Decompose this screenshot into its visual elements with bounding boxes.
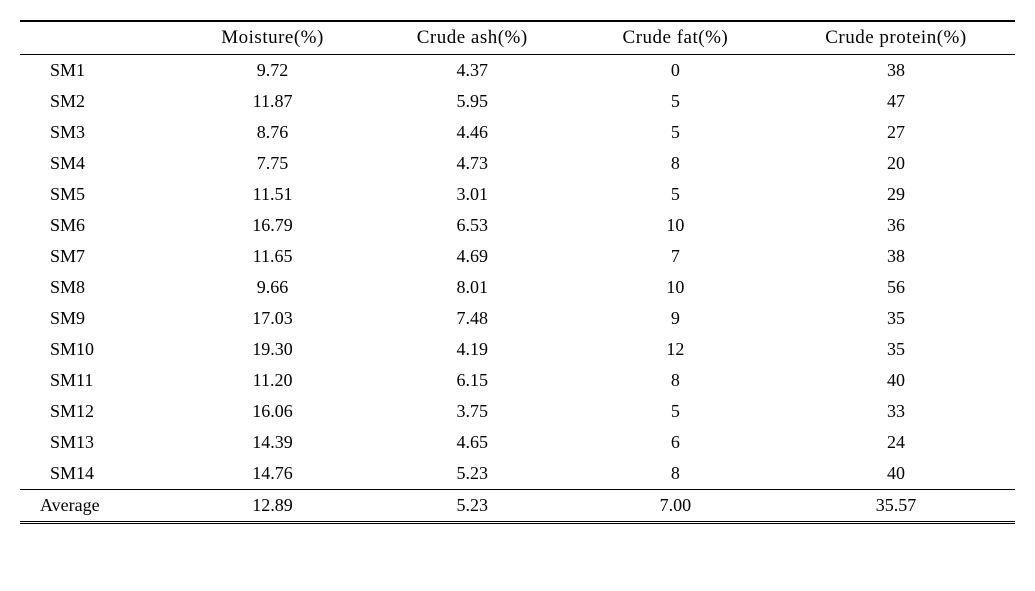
cell-moisture: 14.39 bbox=[175, 427, 371, 458]
cell-ash: 6.53 bbox=[371, 210, 574, 241]
cell-protein: 40 bbox=[777, 365, 1015, 396]
cell-ash: 4.19 bbox=[371, 334, 574, 365]
table-row: SM3 8.76 4.46 5 27 bbox=[20, 117, 1015, 148]
table-row: SM2 11.87 5.95 5 47 bbox=[20, 86, 1015, 117]
cell-moisture: 11.65 bbox=[175, 241, 371, 272]
cell-protein: 38 bbox=[777, 241, 1015, 272]
row-label: SM2 bbox=[20, 86, 175, 117]
cell-protein: 56 bbox=[777, 272, 1015, 303]
cell-fat: 5 bbox=[574, 86, 777, 117]
row-label: SM7 bbox=[20, 241, 175, 272]
cell-fat: 5 bbox=[574, 396, 777, 427]
cell-ash: 4.73 bbox=[371, 148, 574, 179]
cell-fat: 8 bbox=[574, 458, 777, 490]
cell-fat: 0 bbox=[574, 55, 777, 87]
cell-fat: 6 bbox=[574, 427, 777, 458]
avg-moisture: 12.89 bbox=[175, 490, 371, 523]
cell-moisture: 11.87 bbox=[175, 86, 371, 117]
cell-ash: 4.37 bbox=[371, 55, 574, 87]
table-row: SM12 16.06 3.75 5 33 bbox=[20, 396, 1015, 427]
table-row: SM1 9.72 4.37 0 38 bbox=[20, 55, 1015, 87]
cell-ash: 4.65 bbox=[371, 427, 574, 458]
table-row: SM5 11.51 3.01 5 29 bbox=[20, 179, 1015, 210]
cell-protein: 27 bbox=[777, 117, 1015, 148]
col-header-moisture: Moisture(%) bbox=[175, 21, 371, 55]
cell-protein: 35 bbox=[777, 303, 1015, 334]
cell-moisture: 19.30 bbox=[175, 334, 371, 365]
cell-fat: 10 bbox=[574, 272, 777, 303]
row-label: SM3 bbox=[20, 117, 175, 148]
table-header-row: Moisture(%) Crude ash(%) Crude fat(%) Cr… bbox=[20, 21, 1015, 55]
cell-protein: 20 bbox=[777, 148, 1015, 179]
table-row: SM14 14.76 5.23 8 40 bbox=[20, 458, 1015, 490]
cell-moisture: 16.79 bbox=[175, 210, 371, 241]
row-label: SM4 bbox=[20, 148, 175, 179]
table-row: SM10 19.30 4.19 12 35 bbox=[20, 334, 1015, 365]
row-label: SM12 bbox=[20, 396, 175, 427]
cell-ash: 5.95 bbox=[371, 86, 574, 117]
row-label: SM9 bbox=[20, 303, 175, 334]
cell-fat: 12 bbox=[574, 334, 777, 365]
cell-protein: 36 bbox=[777, 210, 1015, 241]
row-label: SM10 bbox=[20, 334, 175, 365]
row-label: SM14 bbox=[20, 458, 175, 490]
cell-fat: 8 bbox=[574, 365, 777, 396]
col-header-protein: Crude protein(%) bbox=[777, 21, 1015, 55]
avg-ash: 5.23 bbox=[371, 490, 574, 523]
cell-ash: 6.15 bbox=[371, 365, 574, 396]
table-row: SM13 14.39 4.65 6 24 bbox=[20, 427, 1015, 458]
cell-moisture: 7.75 bbox=[175, 148, 371, 179]
cell-fat: 7 bbox=[574, 241, 777, 272]
cell-fat: 5 bbox=[574, 117, 777, 148]
cell-protein: 29 bbox=[777, 179, 1015, 210]
col-header-ash: Crude ash(%) bbox=[371, 21, 574, 55]
col-header-fat: Crude fat(%) bbox=[574, 21, 777, 55]
cell-ash: 3.75 bbox=[371, 396, 574, 427]
cell-ash: 4.69 bbox=[371, 241, 574, 272]
table-body: SM1 9.72 4.37 0 38 SM2 11.87 5.95 5 47 S… bbox=[20, 55, 1015, 523]
cell-protein: 33 bbox=[777, 396, 1015, 427]
cell-protein: 35 bbox=[777, 334, 1015, 365]
cell-moisture: 14.76 bbox=[175, 458, 371, 490]
row-label: SM8 bbox=[20, 272, 175, 303]
cell-fat: 9 bbox=[574, 303, 777, 334]
cell-moisture: 17.03 bbox=[175, 303, 371, 334]
cell-moisture: 9.66 bbox=[175, 272, 371, 303]
cell-moisture: 8.76 bbox=[175, 117, 371, 148]
table-row: SM7 11.65 4.69 7 38 bbox=[20, 241, 1015, 272]
cell-ash: 8.01 bbox=[371, 272, 574, 303]
cell-ash: 3.01 bbox=[371, 179, 574, 210]
cell-moisture: 16.06 bbox=[175, 396, 371, 427]
cell-ash: 4.46 bbox=[371, 117, 574, 148]
average-label: Average bbox=[20, 490, 175, 523]
row-label: SM6 bbox=[20, 210, 175, 241]
table-average-row: Average 12.89 5.23 7.00 35.57 bbox=[20, 490, 1015, 523]
cell-ash: 7.48 bbox=[371, 303, 574, 334]
cell-fat: 5 bbox=[574, 179, 777, 210]
cell-fat: 10 bbox=[574, 210, 777, 241]
row-label: SM5 bbox=[20, 179, 175, 210]
row-label: SM13 bbox=[20, 427, 175, 458]
cell-fat: 8 bbox=[574, 148, 777, 179]
row-label: SM1 bbox=[20, 55, 175, 87]
cell-protein: 40 bbox=[777, 458, 1015, 490]
table-row: SM8 9.66 8.01 10 56 bbox=[20, 272, 1015, 303]
table-row: SM11 11.20 6.15 8 40 bbox=[20, 365, 1015, 396]
table-row: SM9 17.03 7.48 9 35 bbox=[20, 303, 1015, 334]
col-header-blank bbox=[20, 21, 175, 55]
avg-fat: 7.00 bbox=[574, 490, 777, 523]
table-row: SM4 7.75 4.73 8 20 bbox=[20, 148, 1015, 179]
cell-moisture: 11.51 bbox=[175, 179, 371, 210]
table-row: SM6 16.79 6.53 10 36 bbox=[20, 210, 1015, 241]
avg-protein: 35.57 bbox=[777, 490, 1015, 523]
composition-table-container: Moisture(%) Crude ash(%) Crude fat(%) Cr… bbox=[20, 20, 1015, 524]
cell-moisture: 11.20 bbox=[175, 365, 371, 396]
row-label: SM11 bbox=[20, 365, 175, 396]
composition-table: Moisture(%) Crude ash(%) Crude fat(%) Cr… bbox=[20, 20, 1015, 524]
cell-ash: 5.23 bbox=[371, 458, 574, 490]
cell-protein: 47 bbox=[777, 86, 1015, 117]
cell-protein: 38 bbox=[777, 55, 1015, 87]
cell-moisture: 9.72 bbox=[175, 55, 371, 87]
cell-protein: 24 bbox=[777, 427, 1015, 458]
